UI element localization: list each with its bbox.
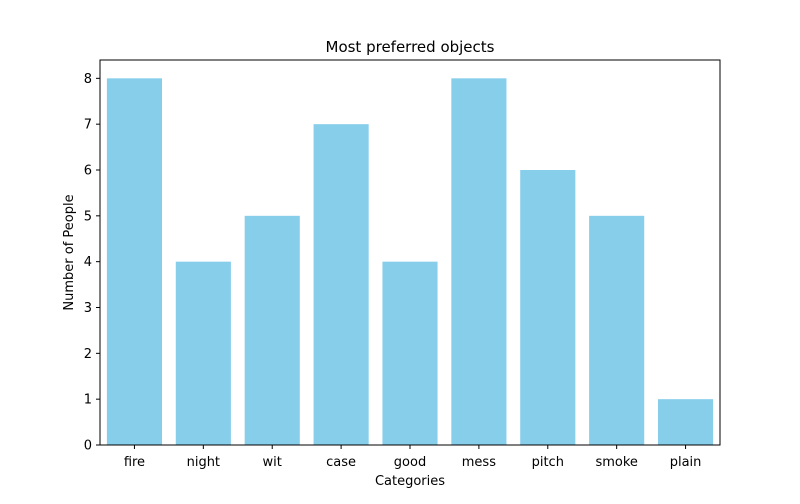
y-tick-label: 3 xyxy=(84,301,92,316)
x-tick-label: pitch xyxy=(532,455,564,470)
y-tick-label: 1 xyxy=(84,393,92,408)
x-tick-label: mess xyxy=(462,455,496,470)
y-tick-label: 8 xyxy=(84,72,92,87)
x-tick-label: good xyxy=(394,455,426,470)
chart-title: Most preferred objects xyxy=(326,38,495,56)
y-tick-label: 7 xyxy=(84,118,92,133)
bar-smoke xyxy=(589,215,645,445)
y-tick-label: 2 xyxy=(84,347,92,362)
x-tick-label: case xyxy=(326,455,356,470)
bar-mess xyxy=(451,78,507,445)
y-axis-ticks: 0 1 2 3 4 5 6 7 8 xyxy=(84,72,100,454)
y-tick-label: 4 xyxy=(84,255,92,270)
y-axis-label: Number of People xyxy=(62,194,77,310)
bar-pitch xyxy=(520,170,576,445)
bar-plain xyxy=(658,399,714,445)
x-tick-label: fire xyxy=(124,455,145,470)
plot-area-frame xyxy=(99,59,721,446)
y-tick-label: 5 xyxy=(84,209,92,224)
bar-night xyxy=(175,261,231,445)
bar-fire xyxy=(106,78,162,445)
bar-case xyxy=(313,124,369,446)
x-tick-label: plain xyxy=(670,455,702,470)
y-tick-label: 0 xyxy=(84,439,92,454)
y-tick-label: 6 xyxy=(84,164,92,179)
x-tick-label: night xyxy=(187,455,220,470)
x-tick-label: smoke xyxy=(595,455,637,470)
bars-layer xyxy=(106,78,714,446)
bar-wit xyxy=(244,215,300,445)
bar-good xyxy=(382,261,438,445)
x-axis-ticks: fire night wit case good mess pitch smoke plain xyxy=(124,445,702,470)
x-tick-label: wit xyxy=(263,455,282,470)
x-axis-label: Categories xyxy=(375,474,445,489)
